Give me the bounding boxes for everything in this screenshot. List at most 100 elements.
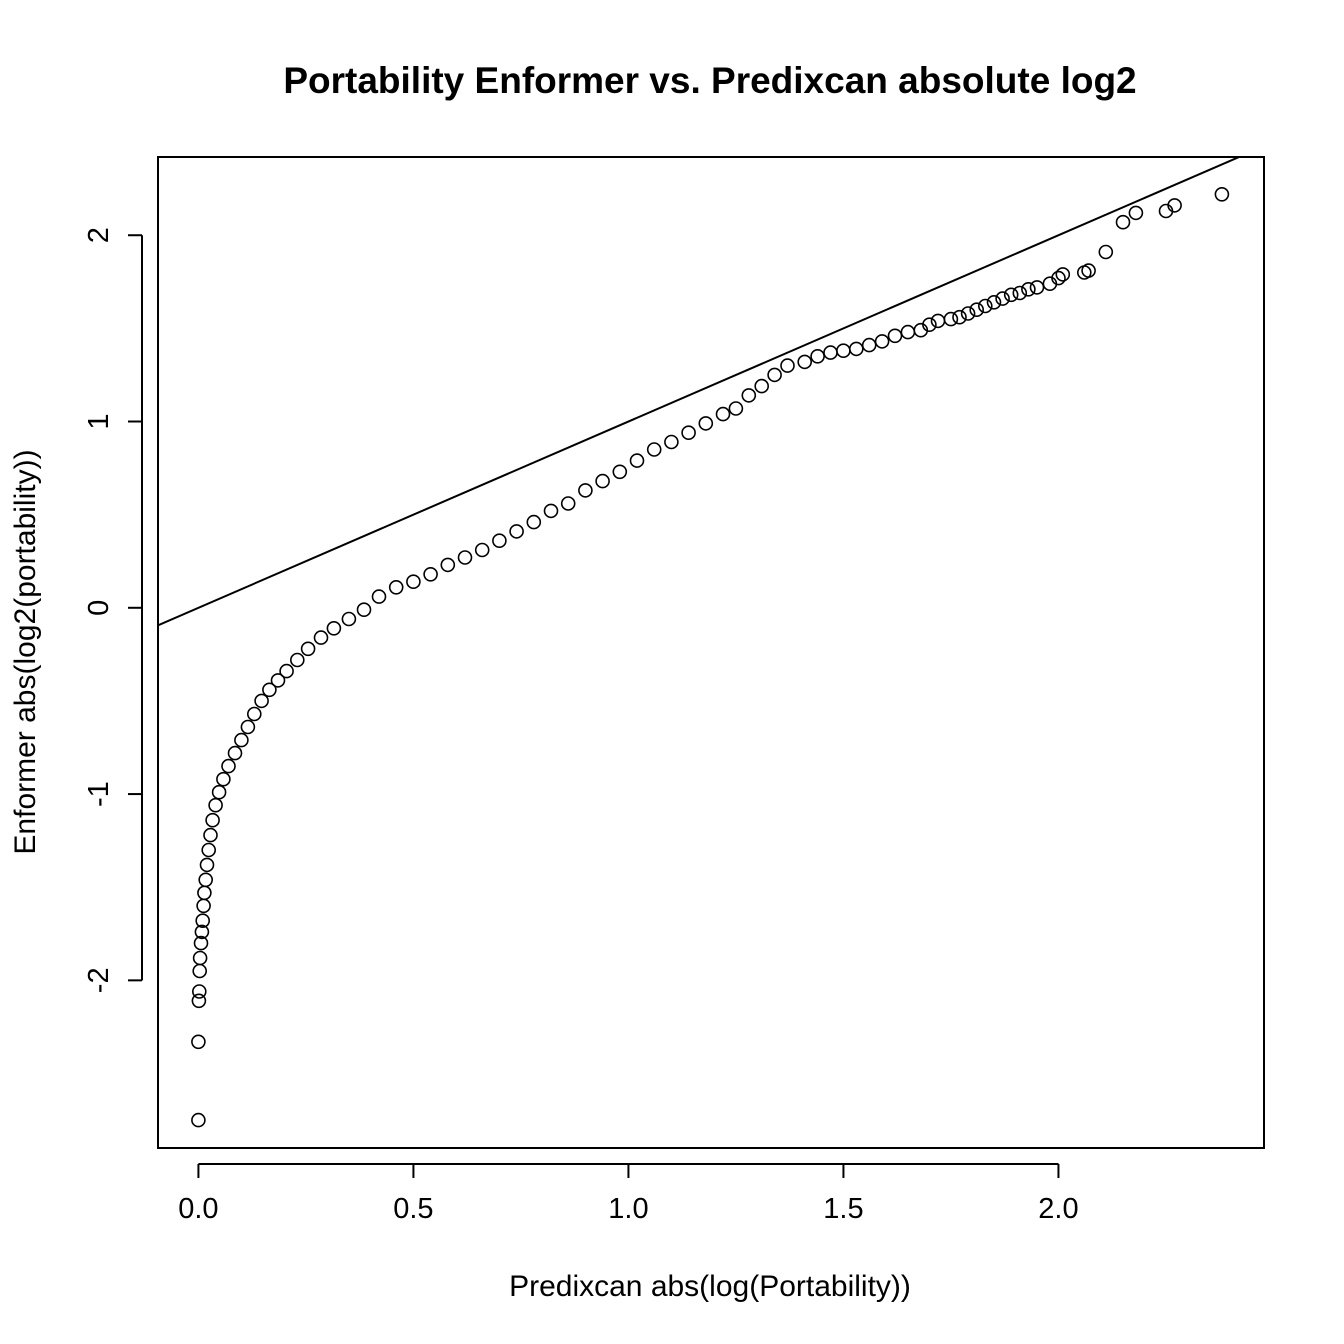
data-point-8 [195,913,210,929]
data-point-79 [1003,287,1019,303]
y-axis-label: Enformer abs(log2(portability)) [9,449,42,854]
data-point-54 [715,406,731,422]
data-point-81 [1021,281,1036,297]
data-point-0 [191,1112,206,1128]
x-tick-label-0: 0.0 [178,1193,218,1225]
y-tick-label-1: -1 [83,781,115,807]
data-point-17 [211,784,227,800]
data-point-50 [646,442,662,457]
data-point-93 [1214,187,1230,202]
data-point-44 [543,503,559,519]
data-point-33 [356,602,372,618]
y-tick-label-3: 1 [83,413,115,429]
data-point-64 [848,341,864,357]
data-point-55 [728,401,744,416]
data-point-77 [986,294,1002,310]
x-axis: 0.0 0.5 1.0 1.5 2.0 [178,1163,1079,1225]
data-point-12 [199,857,215,873]
data-point-35 [388,579,404,595]
data-point-66 [874,334,890,349]
x-tick-label-2: 1.0 [608,1193,648,1225]
data-point-56 [741,388,757,403]
data-point-70 [922,317,937,333]
data-point-90 [1128,205,1144,221]
data-point-3 [192,984,207,999]
data-point-6 [193,935,209,951]
data-point-43 [526,514,542,530]
data-point-13 [201,842,216,858]
data-point-92 [1167,198,1182,213]
x-axis-label: Predixcan abs(log(Portability)) [509,1270,911,1303]
data-point-89 [1115,214,1131,230]
data-point-36 [406,574,421,590]
data-point-76 [977,298,993,314]
data-point-30 [313,630,329,645]
data-points [191,187,1230,1128]
reference-line [158,157,1242,627]
y-tick-label-4: 2 [83,227,115,243]
data-point-53 [698,416,714,431]
data-point-16 [208,797,223,813]
data-point-41 [492,533,507,549]
data-point-32 [341,611,357,627]
data-point-42 [509,524,524,539]
data-point-88 [1098,244,1114,260]
data-point-65 [861,337,877,353]
plot-frame [157,156,1265,1149]
data-point-7 [194,924,210,940]
x-tick-label-1: 0.5 [393,1193,433,1225]
data-point-40 [474,542,490,558]
data-point-45 [560,496,576,511]
x-tick-label-4: 2.0 [1038,1193,1078,1225]
data-point-57 [754,378,770,394]
data-point-19 [221,758,236,774]
data-point-87 [1081,263,1096,278]
data-point-21 [234,732,249,748]
data-point-5 [192,950,208,966]
y-tick-label-0: -2 [83,967,115,993]
y-tick-label-2: 0 [83,600,115,616]
data-point-78 [995,291,1010,306]
data-point-75 [969,302,985,318]
data-point-34 [371,589,387,604]
data-point-24 [254,693,269,709]
data-point-25 [262,682,277,698]
data-point-18 [216,771,231,787]
data-point-61 [810,348,825,364]
data-point-49 [629,453,645,468]
data-point-1 [191,1034,206,1050]
data-point-51 [664,434,679,450]
data-point-48 [612,464,628,480]
data-point-11 [198,872,213,888]
data-point-28 [289,652,305,668]
data-point-82 [1029,280,1045,295]
data-point-38 [440,557,456,573]
reference-line-group [158,157,1242,627]
data-point-59 [780,358,795,373]
data-point-20 [227,745,243,761]
data-point-74 [960,306,976,321]
data-point-39 [457,550,473,565]
data-point-85 [1055,267,1071,282]
data-point-60 [797,354,813,370]
data-point-84 [1051,270,1066,286]
data-point-14 [203,827,218,843]
data-point-80 [1012,285,1028,301]
data-point-37 [423,566,438,582]
data-point-46 [578,483,593,498]
data-point-73 [952,309,967,325]
y-axis: -2 -1 0 1 2 [83,227,143,993]
data-point-58 [767,367,782,383]
x-tick-label-3: 1.5 [823,1193,863,1225]
chart-title: Portability Enformer vs. Predixcan absol… [283,60,1136,101]
data-point-52 [681,425,696,441]
data-point-27 [279,663,294,679]
data-point-22 [240,719,256,735]
data-point-72 [943,311,959,327]
data-point-31 [326,620,342,636]
data-point-47 [595,473,610,489]
data-point-23 [247,706,262,722]
data-point-26 [270,673,286,688]
